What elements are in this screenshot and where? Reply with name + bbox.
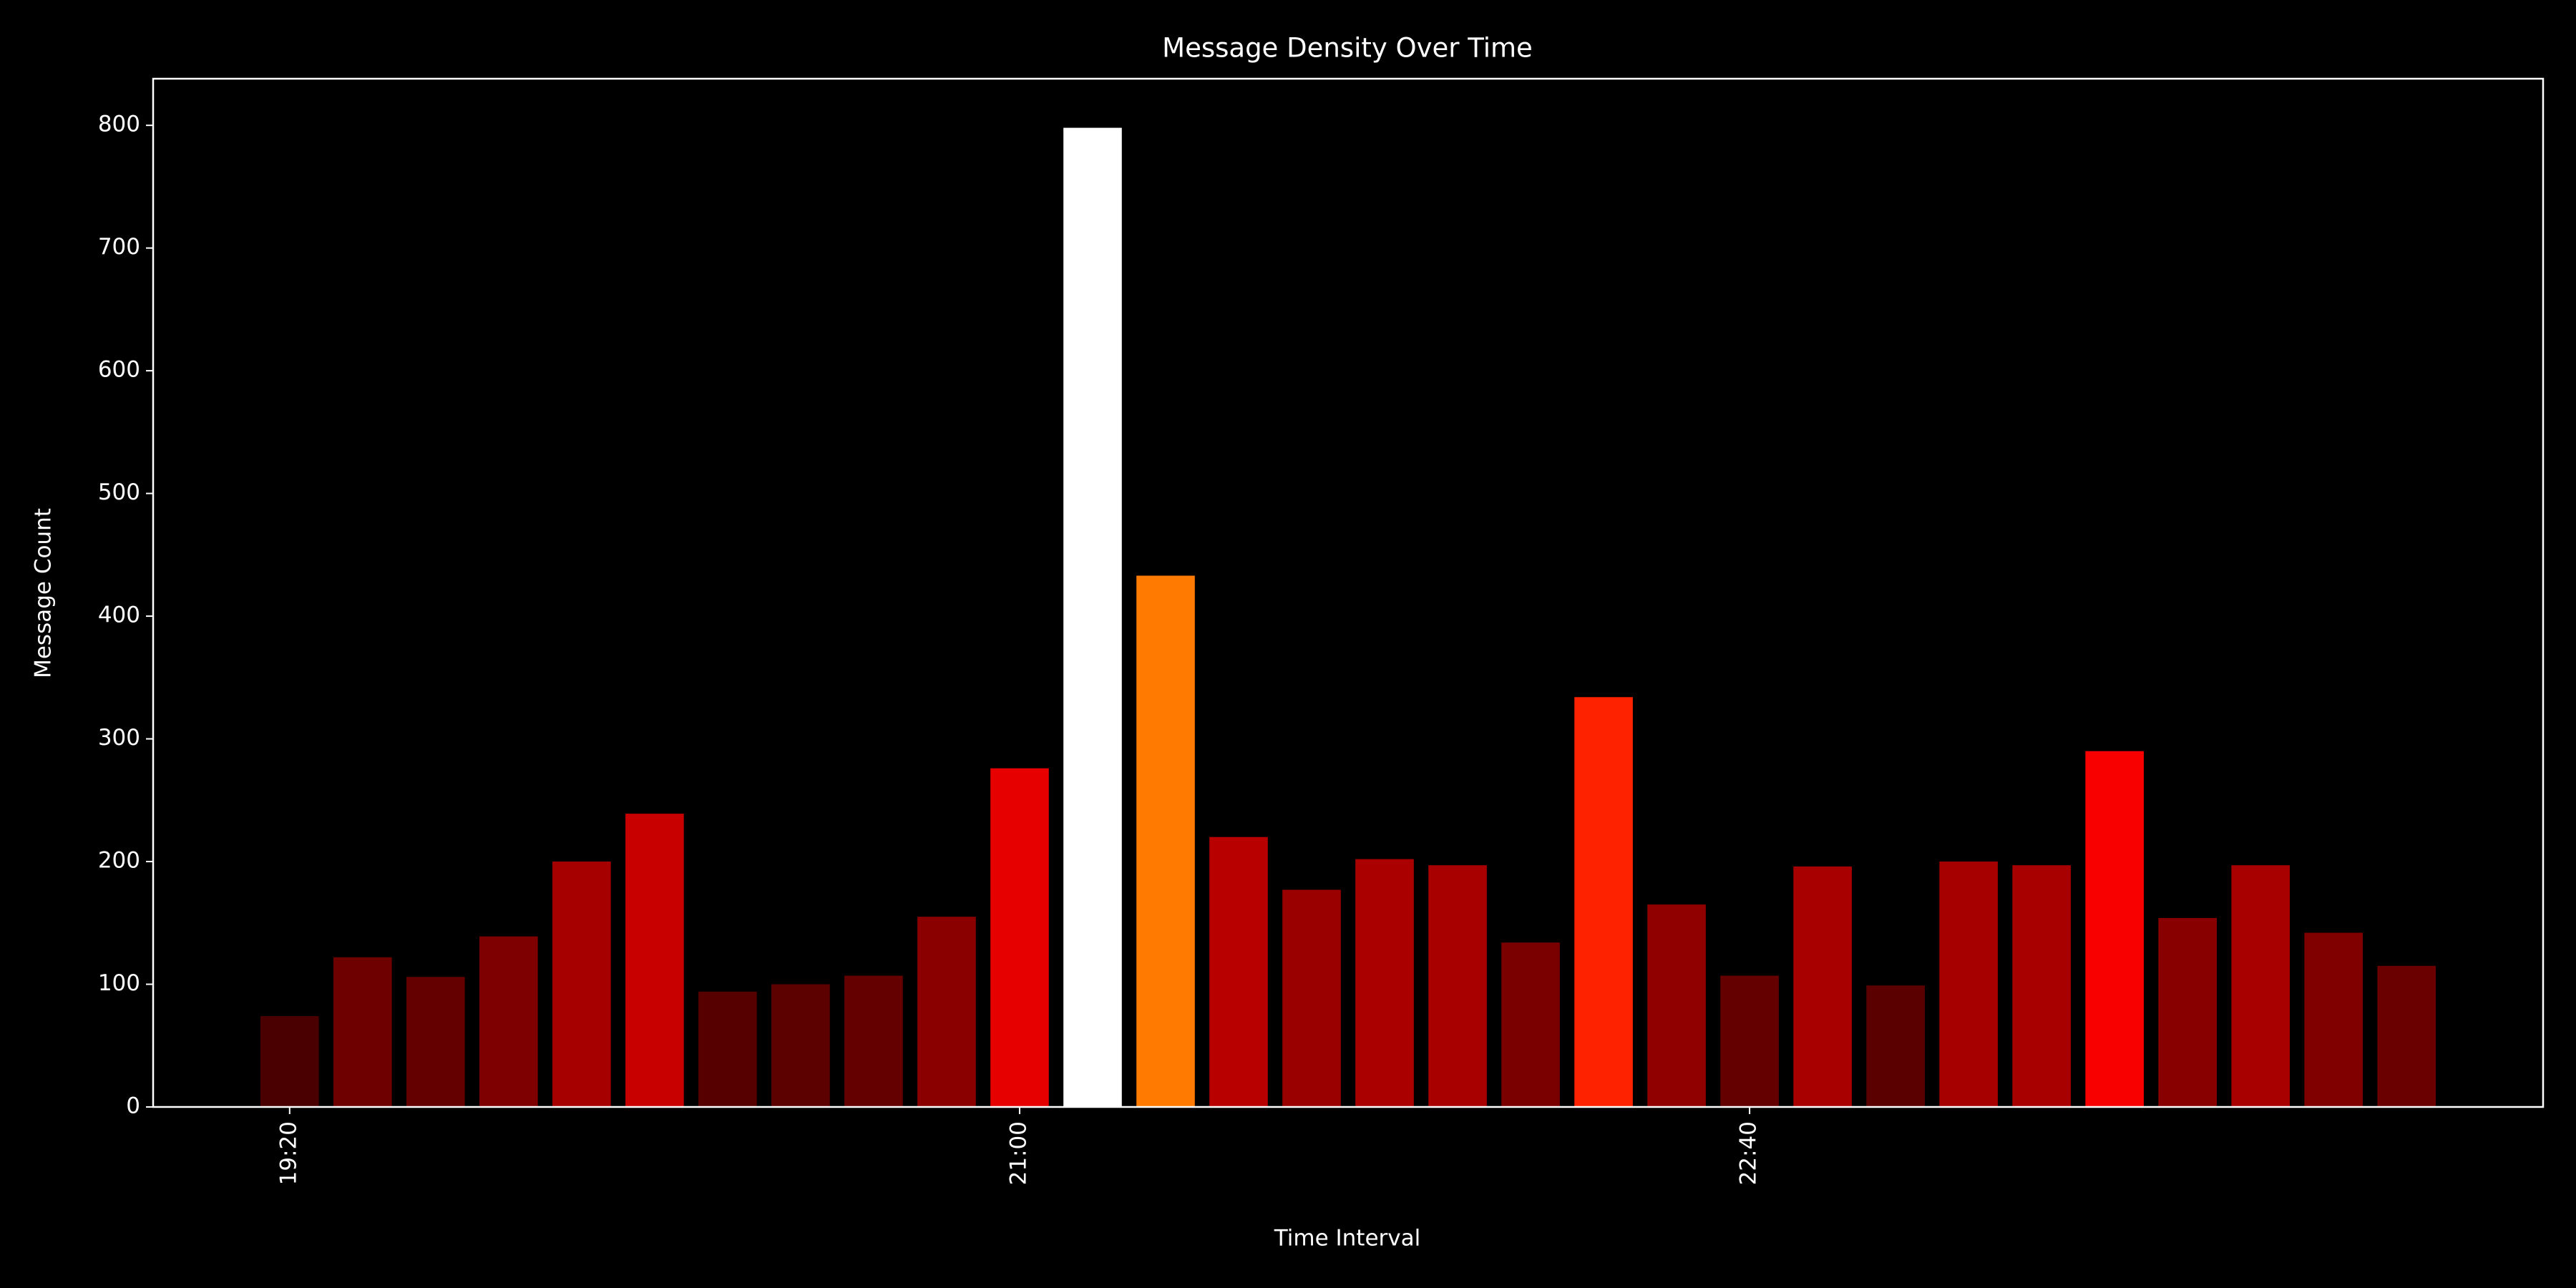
- bar: [1793, 866, 1852, 1107]
- bar: [1647, 904, 1706, 1107]
- x-tick-label: 21:00: [1005, 1121, 1031, 1185]
- bar: [1428, 865, 1487, 1107]
- y-tick-label: 500: [98, 479, 140, 505]
- bar: [1866, 985, 1925, 1107]
- bar: [1063, 127, 1122, 1107]
- bar: [2377, 965, 2436, 1107]
- chart-title: Message Density Over Time: [1162, 33, 1533, 64]
- bar: [406, 977, 465, 1107]
- y-tick-label: 300: [98, 725, 140, 751]
- bar: [844, 975, 903, 1107]
- bar: [2085, 751, 2144, 1107]
- bar: [2231, 865, 2290, 1107]
- y-tick-label: 700: [98, 234, 140, 260]
- bar: [917, 917, 976, 1107]
- bar: [625, 814, 684, 1107]
- y-tick-label: 400: [98, 602, 140, 628]
- y-axis-label: Message Count: [31, 508, 57, 678]
- bar: [1720, 975, 1779, 1107]
- bar: [1501, 942, 1560, 1107]
- bar: [2012, 865, 2071, 1107]
- bar: [479, 936, 538, 1107]
- bar: [333, 957, 392, 1107]
- bar: [552, 862, 611, 1107]
- bar: [1355, 859, 1414, 1107]
- x-axis-label: Time Interval: [1274, 1226, 1420, 1252]
- bar: [2158, 917, 2217, 1107]
- bar: [260, 1016, 319, 1107]
- plot-frame: [152, 77, 2545, 1108]
- bar: [1574, 697, 1633, 1107]
- bar: [771, 984, 830, 1107]
- bar: [1136, 575, 1195, 1107]
- bar: [1209, 836, 1268, 1107]
- x-tick-label: 22:40: [1736, 1121, 1762, 1185]
- bar: [1282, 889, 1341, 1107]
- y-tick-label: 0: [126, 1093, 140, 1119]
- y-tick-label: 200: [98, 848, 140, 874]
- bar: [1939, 862, 1998, 1107]
- bar: [990, 768, 1049, 1107]
- bar: [2304, 932, 2363, 1107]
- y-tick-label: 800: [98, 112, 140, 137]
- bar: [698, 991, 757, 1107]
- y-tick-label: 100: [98, 970, 140, 996]
- x-tick-label: 19:20: [275, 1121, 301, 1185]
- y-tick-label: 600: [98, 357, 140, 383]
